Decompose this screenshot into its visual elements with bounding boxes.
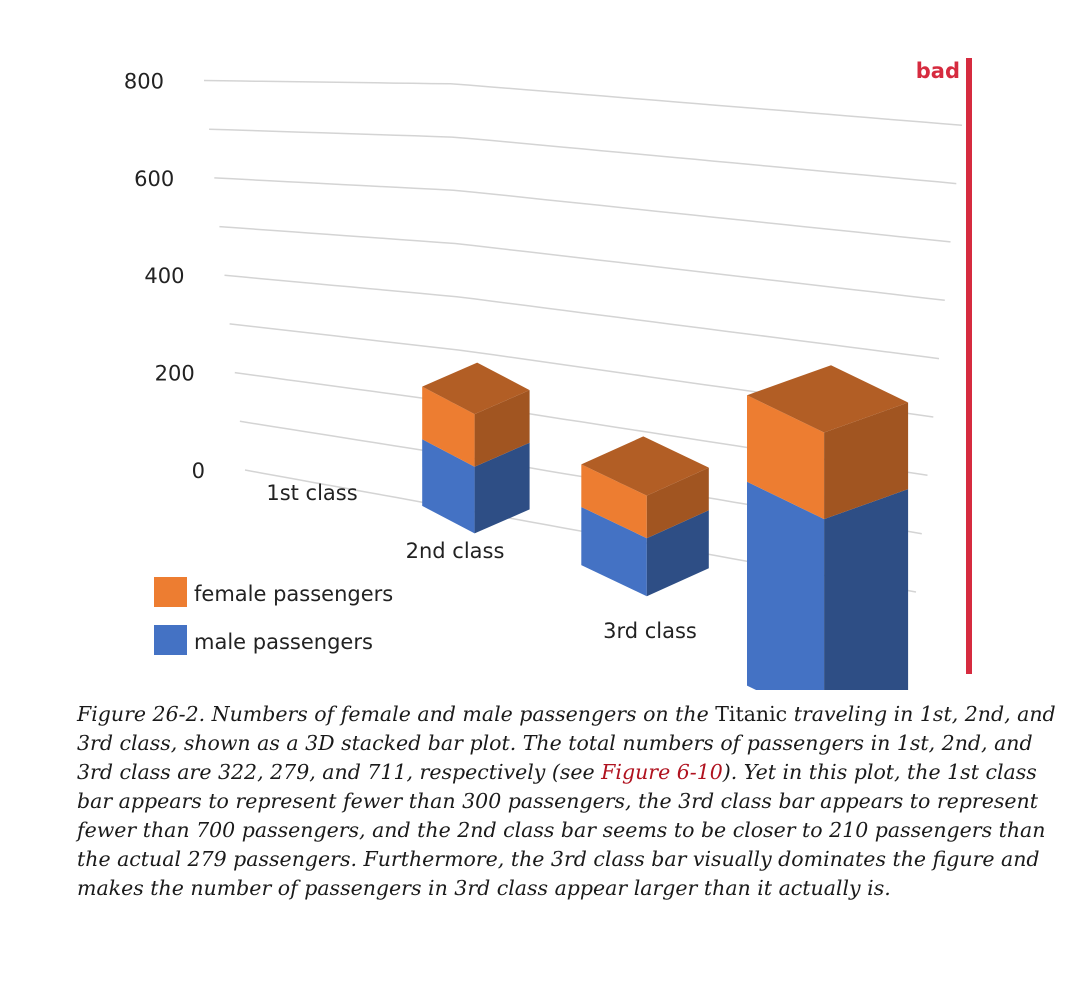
- gridline: [224, 274, 940, 360]
- bar-segment-male-front: [581, 507, 647, 597]
- legend-swatch: [154, 577, 187, 607]
- verdict-bar: [966, 58, 972, 674]
- bar-segment-female-front: [581, 464, 647, 539]
- bar-segment-female-front: [747, 395, 825, 520]
- bar-segment-male-side: [646, 510, 709, 597]
- gridline: [219, 225, 945, 302]
- caption-text-2: traveling in 1st, 2nd, and 3rd class, sh…: [77, 702, 1056, 784]
- legend-label: female passengers: [194, 582, 393, 606]
- gridline: [209, 128, 957, 185]
- y-tick-label: 0: [192, 459, 205, 483]
- caption-text-1: Figure 26-2. Numbers of female and male …: [77, 702, 716, 726]
- bar-top: [422, 362, 530, 415]
- figure-caption: Figure 26-2. Numbers of female and male …: [77, 700, 1062, 903]
- y-tick-label: 600: [134, 167, 174, 191]
- y-tick-label: 200: [155, 362, 195, 386]
- bar-segment-male-side: [474, 442, 530, 534]
- category-label: 3rd class: [603, 619, 697, 643]
- caption-ship-name: Titanic: [715, 702, 788, 726]
- bar-segment-female-side: [824, 402, 909, 520]
- stacked-bar-chart-3d: 0 200 400 600 800 1st class 2nd class 3rd class…: [124, 58, 972, 690]
- category-label: 1st class: [266, 481, 357, 505]
- bar-segment-male-side: [824, 489, 909, 690]
- caption-text-3: ). Yet in this plot, the 1st class bar a…: [77, 760, 1046, 900]
- category-label: 2nd class: [406, 539, 505, 563]
- bar-top: [747, 365, 909, 433]
- bar-segment-female-front: [422, 386, 475, 467]
- y-tick-label: 400: [144, 264, 184, 288]
- figure-reference-link[interactable]: Figure 6-10: [601, 760, 723, 784]
- legend-label: male passengers: [194, 630, 373, 654]
- legend-swatch: [154, 625, 187, 655]
- bar-top: [581, 436, 709, 496]
- bar-segment-male-front: [747, 481, 825, 690]
- bar-segment-female-side: [474, 390, 530, 467]
- y-tick-label: 800: [124, 69, 164, 93]
- bar-segment-male-front: [422, 439, 475, 534]
- verdict-label: bad: [916, 59, 960, 83]
- gridline: [214, 177, 951, 243]
- gridline: [203, 79, 963, 126]
- bar-segment-female-side: [646, 467, 709, 539]
